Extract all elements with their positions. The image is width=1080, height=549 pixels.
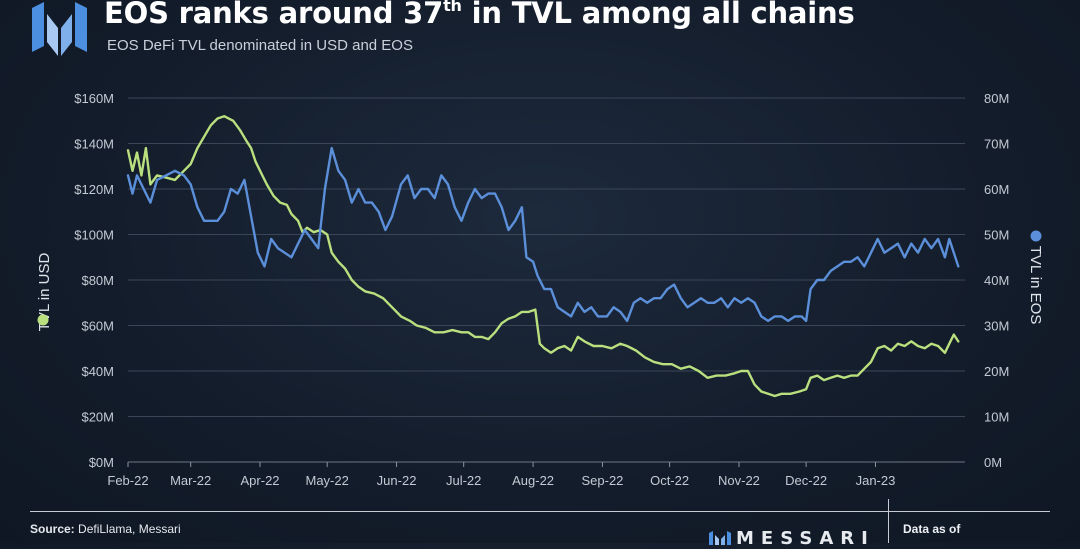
- messari-wordmark: MESSARI: [736, 528, 875, 549]
- right-axis-tick-label: 20M: [984, 364, 1009, 379]
- x-axis-tick-label: Jan-23: [856, 473, 896, 488]
- footer-vertical-divider: [888, 499, 889, 543]
- x-axis-tick-label: Sep-22: [581, 473, 623, 488]
- left-axis-tick-label: $0M: [89, 455, 114, 470]
- title-main: EOS ranks around 37: [104, 0, 444, 30]
- right-axis-tick-label: 70M: [984, 137, 1009, 152]
- left-axis-tick-label: $140M: [74, 137, 114, 152]
- right-axis-tick-label: 10M: [984, 410, 1009, 425]
- x-axis-tick-label: Oct-22: [650, 473, 689, 488]
- tvl-line-chart: $0M 0M $20M 10M $40M 20M $60M 30M $80M 40M $100M 50…: [36, 91, 1044, 488]
- chart-subtitle: EOS DeFi TVL denominated in USD and EOS: [107, 37, 413, 54]
- source-note: Source: DefiLlama, Messari: [30, 522, 181, 536]
- eos-legend-dot: [1030, 230, 1042, 242]
- left-axis-title: TVL in USD: [36, 253, 53, 332]
- x-axis-tick-label: Nov-22: [718, 473, 760, 488]
- messari-logo: [32, 2, 87, 56]
- x-axis-tick-label: Feb-22: [107, 473, 148, 488]
- x-axis-tick-label: Apr-22: [241, 473, 280, 488]
- left-axis-tick-label: $160M: [74, 91, 114, 106]
- right-axis-tick-label: 40M: [984, 273, 1009, 288]
- usd-tvl-series-line: [126, 115, 960, 398]
- chart-title: EOS ranks around 37th in TVL among all c…: [104, 0, 855, 30]
- title-superscript: th: [443, 0, 462, 15]
- right-axis-title: TVL in EOS: [1027, 246, 1044, 325]
- right-axis-tick-label: 50M: [984, 228, 1009, 243]
- footer-divider: [30, 511, 1050, 512]
- left-axis-tick-label: $20M: [81, 410, 114, 425]
- right-axis-tick-label: 30M: [984, 319, 1009, 334]
- x-axis-tick-label: Dec-22: [785, 473, 827, 488]
- right-axis-tick-label: 60M: [984, 182, 1009, 197]
- title-rest: in TVL among all chains: [461, 0, 855, 30]
- left-axis-tick-label: $60M: [81, 319, 114, 334]
- left-axis-tick-label: $80M: [81, 273, 114, 288]
- data-as-of-label: Data as of: [903, 522, 961, 536]
- left-axis-tick-label: $40M: [81, 364, 114, 379]
- x-axis-tick-label: May-22: [305, 473, 348, 488]
- right-axis-tick-label: 80M: [984, 91, 1009, 106]
- right-axis-tick-label: 0M: [984, 455, 1002, 470]
- x-axis-tick-label: Jun-22: [377, 473, 417, 488]
- left-axis-tick-label: $100M: [74, 228, 114, 243]
- x-axis-tick-label: Aug-22: [512, 473, 554, 488]
- eos-tvl-series-line: [126, 146, 960, 323]
- left-axis-tick-label: $120M: [74, 182, 114, 197]
- usd-legend-dot: [37, 314, 49, 326]
- x-axis-tick-label: Mar-22: [170, 473, 211, 488]
- source-label: Source:: [30, 522, 75, 536]
- x-axis-tick-label: Jul-22: [446, 473, 481, 488]
- source-text: DefiLlama, Messari: [74, 522, 181, 536]
